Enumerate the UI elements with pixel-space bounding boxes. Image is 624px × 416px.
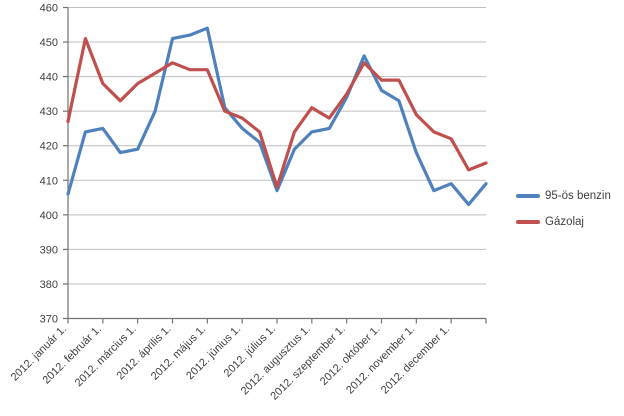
chart-legend: 95-ös benzin Gázolaj — [516, 189, 611, 229]
x-axis-labels: 2012. január 1.2012. február 1.2012. már… — [9, 323, 453, 402]
y-axis-label: 460 — [40, 3, 58, 15]
y-gridlines — [68, 7, 486, 285]
x-axis-label: 2012. március 1. — [73, 323, 139, 389]
legend-item-95-os-benzin: 95-ös benzin — [516, 189, 611, 203]
y-axis-label: 420 — [40, 141, 58, 153]
y-axis-label: 440 — [40, 72, 58, 84]
y-axis-labels: 370 380 390 400 410 420 430 440 450 460 — [40, 3, 58, 326]
x-axis-ticks — [67, 318, 487, 324]
legend-label-gazolaj: Gázolaj — [545, 216, 584, 228]
y-axis-label: 450 — [40, 37, 58, 49]
legend-label-benzin: 95-ös benzin — [545, 190, 611, 202]
axes — [67, 7, 486, 320]
y-axis-label: 430 — [40, 106, 58, 118]
legend-item-gazolaj: Gázolaj — [516, 215, 611, 229]
x-axis-label: 2012. december 1. — [379, 323, 452, 396]
benzin-line-swatch-icon — [516, 194, 540, 198]
series-line-gazolaj — [66, 36, 488, 189]
y-axis-label: 380 — [40, 279, 58, 291]
gazolaj-line-swatch-icon — [516, 220, 540, 224]
y-axis-label: 400 — [40, 210, 58, 222]
y-axis-ticks — [63, 6, 68, 320]
y-axis-label: 410 — [40, 175, 58, 187]
x-axis-label: 2012. október 1. — [318, 323, 383, 388]
y-axis-label: 370 — [40, 314, 58, 326]
series-line-95-os-benzin — [66, 26, 488, 207]
y-axis-label: 390 — [40, 244, 58, 256]
